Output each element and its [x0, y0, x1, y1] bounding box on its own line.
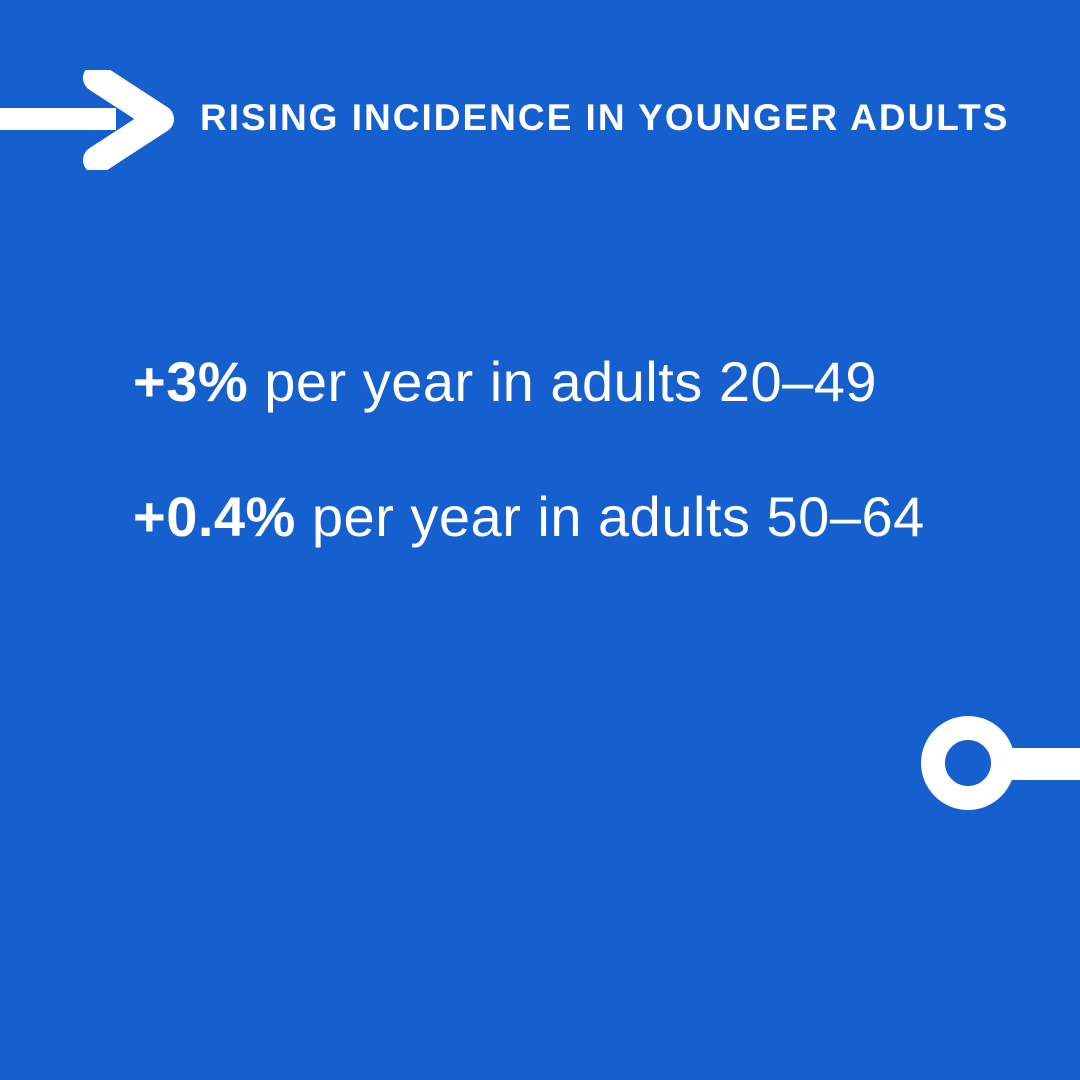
stat-line: +3% per year in adults 20–49 — [133, 349, 877, 414]
stat-highlight-value: +3% — [133, 350, 249, 413]
stat-description: per year in adults 20–49 — [248, 350, 878, 413]
arrow-right-icon — [0, 70, 174, 170]
stat-line: +0.4% per year in adults 50–64 — [133, 484, 925, 549]
stat-description: per year in adults 50–64 — [295, 485, 925, 548]
circle-line-marker-icon — [921, 716, 1080, 810]
page-title: RISING INCIDENCE IN YOUNGER ADULTS — [200, 97, 1010, 138]
stat-highlight-value: +0.4% — [133, 485, 296, 548]
